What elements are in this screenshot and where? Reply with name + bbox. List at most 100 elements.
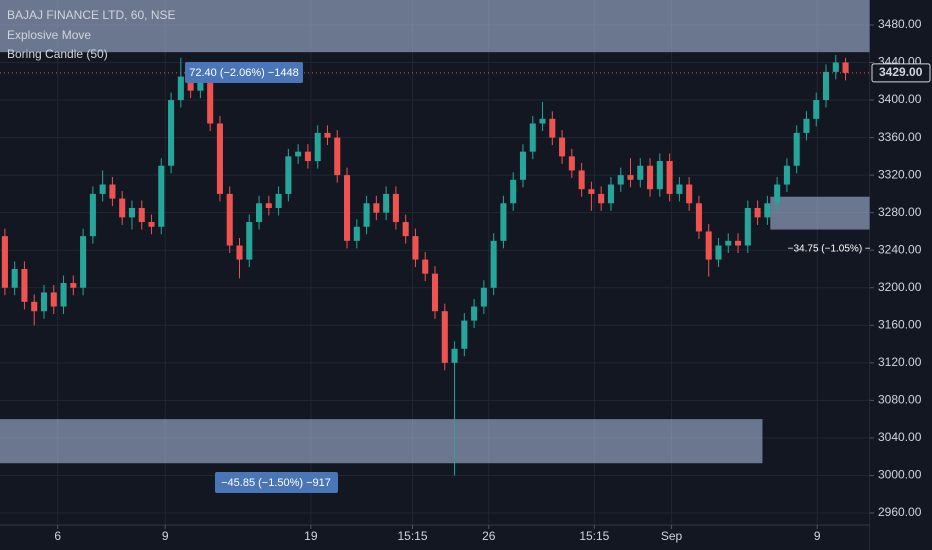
y-tick-label: 3280.00 bbox=[878, 205, 922, 219]
candle-body bbox=[314, 132, 321, 162]
candle-body bbox=[265, 203, 272, 208]
candle-body bbox=[803, 118, 810, 133]
candle-body bbox=[236, 245, 243, 260]
candle-body bbox=[783, 165, 790, 185]
candle-body bbox=[334, 137, 341, 176]
candle-body bbox=[275, 193, 282, 208]
x-tick-label: Sep bbox=[661, 529, 683, 543]
measure-box bbox=[185, 62, 303, 83]
candle-body bbox=[666, 161, 673, 194]
candle-body bbox=[744, 207, 751, 246]
x-tick-label: 26 bbox=[482, 529, 496, 543]
candle-body bbox=[207, 81, 214, 124]
candle-body bbox=[451, 348, 458, 363]
candle-body bbox=[353, 226, 360, 241]
x-tick-label: 19 bbox=[304, 529, 318, 543]
candle-body bbox=[431, 273, 439, 312]
x-tick-label: 9 bbox=[814, 529, 821, 543]
last-price-tag bbox=[871, 63, 931, 83]
candle-body bbox=[392, 193, 399, 223]
candle-body bbox=[607, 184, 614, 204]
candle-body bbox=[705, 231, 712, 260]
price-axis-bg bbox=[870, 0, 932, 550]
candle-body bbox=[119, 198, 126, 218]
candle-body bbox=[168, 100, 175, 166]
candle-body bbox=[637, 165, 644, 180]
candle-body bbox=[246, 222, 253, 260]
y-tick-label: 3040.00 bbox=[878, 430, 922, 444]
candle-body bbox=[656, 161, 663, 190]
last-price-label: 3429.00 bbox=[879, 65, 923, 79]
candle-body bbox=[686, 184, 693, 204]
candle-body bbox=[402, 222, 409, 237]
candle-body bbox=[715, 245, 722, 260]
candle-body bbox=[568, 156, 575, 171]
candle-body bbox=[60, 283, 67, 307]
candle-body bbox=[187, 76, 194, 91]
y-tick-label: 3160.00 bbox=[878, 317, 922, 331]
x-tick-label: 15:15 bbox=[579, 529, 609, 543]
measure-label: −34.75 (−1.05%) −6 bbox=[788, 244, 877, 255]
candle-body bbox=[461, 320, 468, 349]
candle-body bbox=[471, 306, 478, 321]
indicator-label: Explosive Move bbox=[7, 28, 91, 42]
measure-label: 72.40 (−2.06%) −1448 bbox=[189, 67, 298, 79]
measure-label: −45.85 (−1.50%) −917 bbox=[221, 477, 331, 489]
candle-body bbox=[70, 283, 77, 288]
candle-body bbox=[412, 236, 419, 260]
candle-body bbox=[539, 118, 546, 124]
y-tick-label: 3400.00 bbox=[878, 92, 922, 106]
candle-body bbox=[578, 170, 585, 190]
candle-body bbox=[519, 151, 527, 180]
candle-body bbox=[725, 240, 732, 246]
y-tick-label: 2960.00 bbox=[878, 505, 922, 519]
candle-body bbox=[588, 189, 595, 194]
candle-body bbox=[343, 175, 351, 241]
candle-body bbox=[373, 203, 380, 213]
candle-body bbox=[510, 179, 517, 204]
axes: 6 9 19 15:15 26 15:15 Sep 9 bbox=[54, 525, 821, 543]
candle-body bbox=[676, 184, 683, 194]
candle-body bbox=[559, 137, 566, 157]
candle-body bbox=[735, 240, 742, 246]
y-tick-label: 3480.00 bbox=[878, 17, 922, 31]
candle-body bbox=[256, 203, 263, 223]
candle-body bbox=[99, 184, 106, 194]
candle-body bbox=[383, 193, 390, 213]
y-tick-label: 3360.00 bbox=[878, 130, 922, 144]
candle-body bbox=[793, 132, 800, 166]
candle-body bbox=[1, 236, 8, 288]
candle-body bbox=[197, 81, 204, 91]
x-tick-label: 9 bbox=[162, 529, 169, 543]
candle-body bbox=[842, 62, 849, 73]
candle-body bbox=[764, 203, 771, 218]
candle-body bbox=[226, 193, 233, 246]
candles bbox=[0, 54, 870, 476]
candle-body bbox=[529, 123, 536, 152]
candle-body bbox=[304, 151, 311, 162]
candle-body bbox=[500, 203, 507, 241]
candle-body bbox=[109, 184, 116, 199]
candle-body bbox=[158, 165, 165, 227]
candle-body bbox=[138, 207, 145, 223]
y-tick-label: 3240.00 bbox=[878, 242, 922, 256]
y-tick-label: 3080.00 bbox=[878, 393, 922, 407]
candle-body bbox=[813, 100, 820, 119]
candle-body bbox=[441, 311, 448, 363]
candle-body bbox=[148, 222, 155, 227]
candle-body bbox=[363, 203, 370, 227]
candle-body bbox=[21, 268, 28, 302]
x-tick-label: 15:15 bbox=[398, 529, 428, 543]
zone bbox=[770, 196, 870, 230]
indicator-label: Boring Candle (50) bbox=[7, 47, 108, 61]
candle-body bbox=[695, 203, 702, 232]
candle-body bbox=[11, 268, 18, 288]
candle-body bbox=[598, 193, 605, 204]
candle-body bbox=[40, 292, 48, 312]
y-tick-label: 3120.00 bbox=[878, 355, 922, 369]
candle-body bbox=[216, 123, 223, 194]
candle-body bbox=[490, 240, 497, 288]
measure-box bbox=[215, 472, 338, 493]
